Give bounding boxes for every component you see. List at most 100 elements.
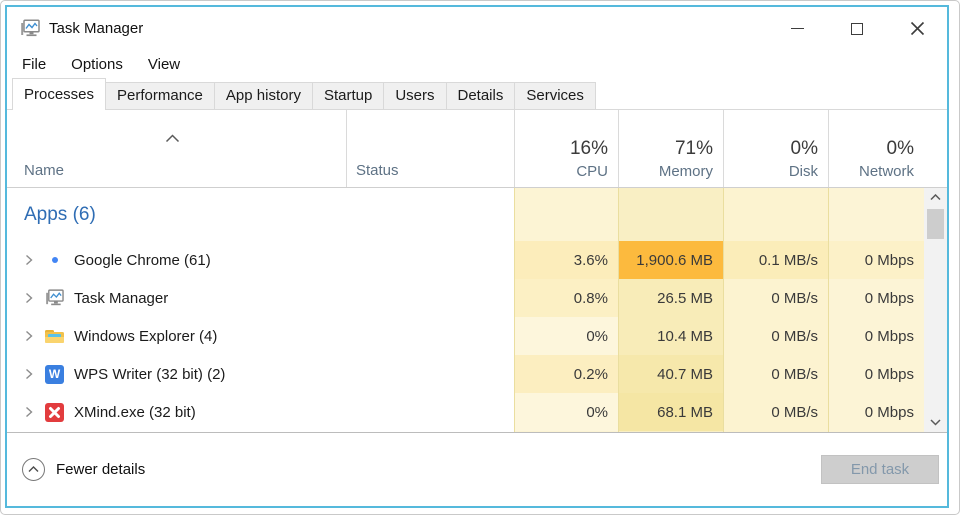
maximize-button[interactable] (827, 7, 887, 50)
menu-bar: File Options View (7, 50, 947, 79)
column-header-name[interactable]: Name (7, 110, 346, 187)
sort-ascending-icon (165, 134, 180, 143)
process-name: WPS Writer (32 bit) (2) (74, 366, 225, 383)
process-row-wps-writer[interactable]: W WPS Writer (32 bit) (2) 0.2% 40.7 MB 0… (7, 355, 947, 393)
network-cell: 0 Mbps (828, 317, 924, 355)
close-button[interactable] (887, 7, 947, 50)
footer-bar: Fewer details End task (7, 432, 947, 506)
status-cell (346, 241, 514, 279)
window-title: Task Manager (49, 20, 143, 37)
screenshot-stage: Task Manager File Options View Processes… (0, 0, 960, 515)
tab-processes[interactable]: Processes (12, 78, 106, 110)
tab-app-history[interactable]: App history (214, 82, 313, 110)
tab-services[interactable]: Services (514, 82, 596, 110)
task-manager-window: Task Manager File Options View Processes… (5, 5, 949, 508)
column-header-disk[interactable]: 0% Disk (723, 110, 828, 187)
tab-startup[interactable]: Startup (312, 82, 384, 110)
name-cell: W WPS Writer (32 bit) (2) (7, 355, 346, 393)
network-total-percent: 0% (887, 138, 914, 160)
tab-details[interactable]: Details (446, 82, 516, 110)
disk-cell: 0 MB/s (723, 393, 828, 431)
disk-label: Disk (789, 163, 818, 180)
task-manager-icon (45, 289, 64, 308)
memory-cell: 26.5 MB (618, 279, 723, 317)
vertical-scrollbar[interactable] (924, 188, 947, 432)
expand-chevron-icon[interactable] (17, 406, 41, 418)
fewer-details-toggle[interactable]: Fewer details (22, 458, 145, 481)
cpu-cell: 0.8% (514, 279, 618, 317)
group-header-apps[interactable]: Apps (6) (7, 188, 947, 241)
process-name: Windows Explorer (4) (74, 328, 217, 345)
tab-performance[interactable]: Performance (105, 82, 215, 110)
process-name: XMind.exe (32 bit) (74, 404, 196, 421)
group-label: Apps (6) (24, 204, 96, 226)
network-cell: 0 Mbps (828, 279, 924, 317)
memory-total-percent: 71% (675, 138, 713, 160)
process-row-task-manager[interactable]: Task Manager 0.8% 26.5 MB 0 MB/s 0 Mbps (7, 279, 947, 317)
minimize-icon (791, 28, 804, 29)
cpu-total-percent: 16% (570, 138, 608, 160)
memory-cell: 10.4 MB (618, 317, 723, 355)
status-cell (346, 393, 514, 431)
cpu-cell: 0% (514, 317, 618, 355)
memory-cell: 68.1 MB (618, 393, 723, 431)
disk-cell: 0 MB/s (723, 355, 828, 393)
name-cell: XMind.exe (32 bit) (7, 393, 346, 431)
process-row-xmind[interactable]: XMind.exe (32 bit) 0% 68.1 MB 0 MB/s 0 M… (7, 393, 947, 431)
fewer-details-label: Fewer details (56, 461, 145, 478)
name-cell: Google Chrome (61) (7, 241, 346, 279)
close-icon (910, 21, 925, 36)
cpu-cell: 0% (514, 393, 618, 431)
column-header-network[interactable]: 0% Network (828, 110, 924, 187)
title-bar: Task Manager (7, 7, 947, 50)
menu-options[interactable]: Options (71, 56, 123, 73)
memory-cell: 40.7 MB (618, 355, 723, 393)
menu-view[interactable]: View (148, 56, 180, 73)
network-cell: 0 Mbps (828, 355, 924, 393)
scroll-down-button[interactable] (924, 413, 947, 432)
cpu-cell: 0.2% (514, 355, 618, 393)
chevron-up-icon (930, 194, 941, 201)
process-row-windows-explorer[interactable]: Windows Explorer (4) 0% 10.4 MB 0 MB/s 0… (7, 317, 947, 355)
scrollbar-thumb[interactable] (927, 209, 944, 239)
cpu-label: CPU (576, 163, 608, 180)
collapse-circle-icon (22, 458, 45, 481)
maximize-icon (851, 23, 863, 35)
tab-users[interactable]: Users (383, 82, 446, 110)
menu-file[interactable]: File (22, 56, 46, 73)
minimize-button[interactable] (767, 7, 827, 50)
window-controls (767, 7, 947, 50)
header-scrollbar-spacer (924, 110, 947, 187)
network-label: Network (859, 163, 914, 180)
name-cell: Task Manager (7, 279, 346, 317)
disk-total-percent: 0% (791, 138, 818, 160)
expand-chevron-icon[interactable] (17, 368, 41, 380)
process-list: Apps (6) Google Chrome (61) 3.6% 1,900.6… (7, 188, 947, 432)
expand-chevron-icon[interactable] (17, 254, 41, 266)
memory-label: Memory (659, 163, 713, 180)
disk-cell: 0.1 MB/s (723, 241, 828, 279)
task-manager-app-icon (20, 19, 39, 38)
status-cell (346, 355, 514, 393)
disk-cell: 0 MB/s (723, 317, 828, 355)
disk-cell: 0 MB/s (723, 279, 828, 317)
memory-cell: 1,900.6 MB (618, 241, 723, 279)
process-name: Task Manager (74, 290, 168, 307)
cpu-cell: 3.6% (514, 241, 618, 279)
expand-chevron-icon[interactable] (17, 292, 41, 304)
network-cell: 0 Mbps (828, 393, 924, 431)
process-name: Google Chrome (61) (74, 252, 211, 269)
name-cell: Windows Explorer (4) (7, 317, 346, 355)
end-task-button[interactable]: End task (821, 455, 939, 484)
process-row-google-chrome[interactable]: Google Chrome (61) 3.6% 1,900.6 MB 0.1 M… (7, 241, 947, 279)
expand-chevron-icon[interactable] (17, 330, 41, 342)
xmind-icon (45, 403, 64, 422)
wps-writer-icon: W (45, 365, 64, 384)
scroll-up-button[interactable] (924, 188, 947, 207)
network-cell: 0 Mbps (828, 241, 924, 279)
column-header-cpu[interactable]: 16% CPU (514, 110, 618, 187)
column-header-memory[interactable]: 71% Memory (618, 110, 723, 187)
status-cell (346, 317, 514, 355)
column-header-status[interactable]: Status (346, 110, 514, 187)
status-cell (346, 279, 514, 317)
